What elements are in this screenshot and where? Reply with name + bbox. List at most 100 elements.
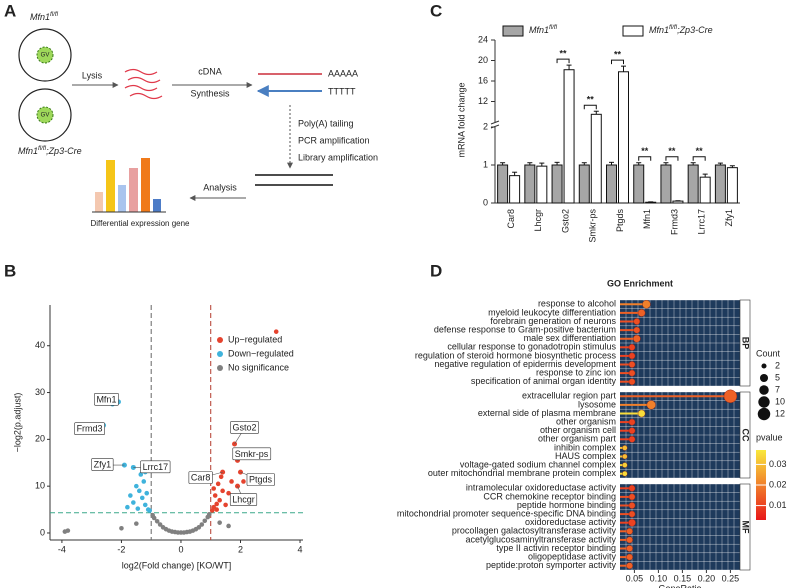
gene-label-box: [246, 473, 275, 486]
y-tick-label: 24: [478, 34, 488, 44]
term-label: CCR chemokine receptor binding: [483, 491, 616, 501]
x-tick-label: -2: [117, 544, 125, 554]
legend-size: [758, 396, 770, 408]
term-label: negative regulation of epidermis develop…: [434, 359, 616, 369]
term-label: oxidoreductase activity: [525, 517, 617, 527]
term-label: external side of plasma membrane: [478, 408, 616, 418]
dot: [637, 409, 646, 418]
gene-label-box: [140, 460, 171, 474]
significance-label: **: [614, 50, 622, 60]
point: [214, 501, 219, 507]
step-label: Poly(A) tailing: [298, 118, 354, 128]
dot: [628, 352, 636, 360]
point: [139, 495, 145, 501]
significance-label: **: [587, 95, 595, 105]
significance-bracket: [692, 156, 706, 161]
facet-strip: [739, 299, 751, 387]
dot: [628, 369, 636, 377]
facet-strip: [739, 483, 751, 571]
point: [135, 506, 141, 511]
point: [214, 507, 219, 512]
x-axis-label: GeneRatio: [658, 583, 701, 588]
dot: [622, 470, 628, 477]
legend-label: 2: [775, 360, 780, 370]
legend-label: 10: [775, 396, 785, 406]
gene-label-box: [188, 471, 213, 484]
point: [119, 525, 124, 531]
term-label: specification of animal organ identity: [471, 376, 617, 386]
x-axis-label: log2(Fold change) [KO/WT]: [122, 560, 232, 570]
bar: [618, 71, 629, 204]
bar: [497, 164, 509, 204]
significance-bracket: [638, 156, 652, 161]
y-tick-label: 30: [35, 387, 45, 397]
gene-label-box: [94, 392, 119, 406]
point: [150, 512, 155, 518]
point: [136, 488, 142, 494]
term-label: extracellular region part: [522, 391, 617, 401]
bar: [660, 164, 672, 204]
dot: [628, 518, 636, 527]
x-tick-label: Car8: [506, 209, 516, 229]
dot: [622, 462, 628, 468]
gene-label: Gsto2: [233, 422, 257, 432]
gene-label: Mfn1: [96, 394, 116, 404]
dot: [628, 378, 636, 386]
dot: [637, 309, 646, 317]
dot: [628, 343, 636, 351]
term-label: other organism: [556, 416, 616, 426]
dot: [633, 318, 641, 325]
gene-label: Zfy1: [94, 459, 112, 469]
bar: [699, 176, 711, 204]
step-label: Synthesis: [190, 88, 230, 98]
significance-bracket: [556, 58, 570, 64]
dot: [628, 435, 636, 443]
step-label: Library amplification: [298, 152, 378, 162]
term-label: lysosome: [578, 399, 616, 409]
term-label: response to zinc ion: [536, 367, 616, 377]
gene-label-box: [232, 447, 272, 461]
legend-label: 5: [775, 372, 780, 382]
y-tick-label: 20: [35, 434, 45, 444]
facet-strip: [739, 391, 751, 479]
gene-label: Lrrc17: [143, 462, 169, 472]
term-label: intramolecular oxidoreductase activity: [466, 483, 617, 493]
dot: [628, 510, 636, 518]
x-tick-label: Gsto2: [560, 209, 570, 233]
sequence-label: AAAAA: [328, 68, 358, 78]
point: [229, 479, 234, 484]
point: [62, 529, 68, 534]
x-tick-label: Lrrc17: [697, 209, 707, 235]
point: [217, 497, 222, 503]
y-tick-label: 12: [478, 96, 488, 106]
dot: [626, 562, 633, 570]
term-label: mitochondrial promoter sequence-specific…: [397, 508, 616, 518]
legend-label: Mfn1fl/fl;Zp3-Cre: [649, 24, 713, 35]
point: [128, 493, 133, 498]
point: [142, 502, 148, 508]
legend-swatch: [502, 25, 524, 37]
term-label: oligopeptidase activity: [528, 551, 617, 561]
term-label: inhibin complex: [554, 442, 617, 452]
gene-label: Ptgds: [249, 474, 273, 484]
bar: [633, 164, 645, 204]
legend-label: 0.02: [769, 479, 787, 489]
nucleus-label: GV: [41, 113, 50, 119]
term-label: peptide hormone binding: [517, 500, 616, 510]
x-tick-label: 0.25: [722, 573, 740, 583]
panel-label: C: [430, 1, 442, 20]
nucleus-label: GV: [41, 53, 50, 59]
step-label: Lysis: [82, 70, 103, 80]
x-tick-label: 0.05: [626, 573, 644, 583]
term-label: forebrain generation of neurons: [490, 316, 616, 326]
x-tick-label: Lhcgr: [533, 209, 543, 232]
bar: [509, 175, 521, 204]
term-label: procollagen galactosyltransferase activi…: [452, 526, 617, 536]
dot: [622, 445, 628, 451]
bar: [726, 167, 738, 204]
chart-title: GO Enrichment: [607, 278, 673, 288]
term-label: other organism part: [538, 434, 617, 444]
significance-label: **: [696, 146, 704, 156]
workflow-diagram: Mfn1fl/fl GV GV Mfn1fl/fl;Zp3-Cre Lysis …: [18, 11, 378, 228]
